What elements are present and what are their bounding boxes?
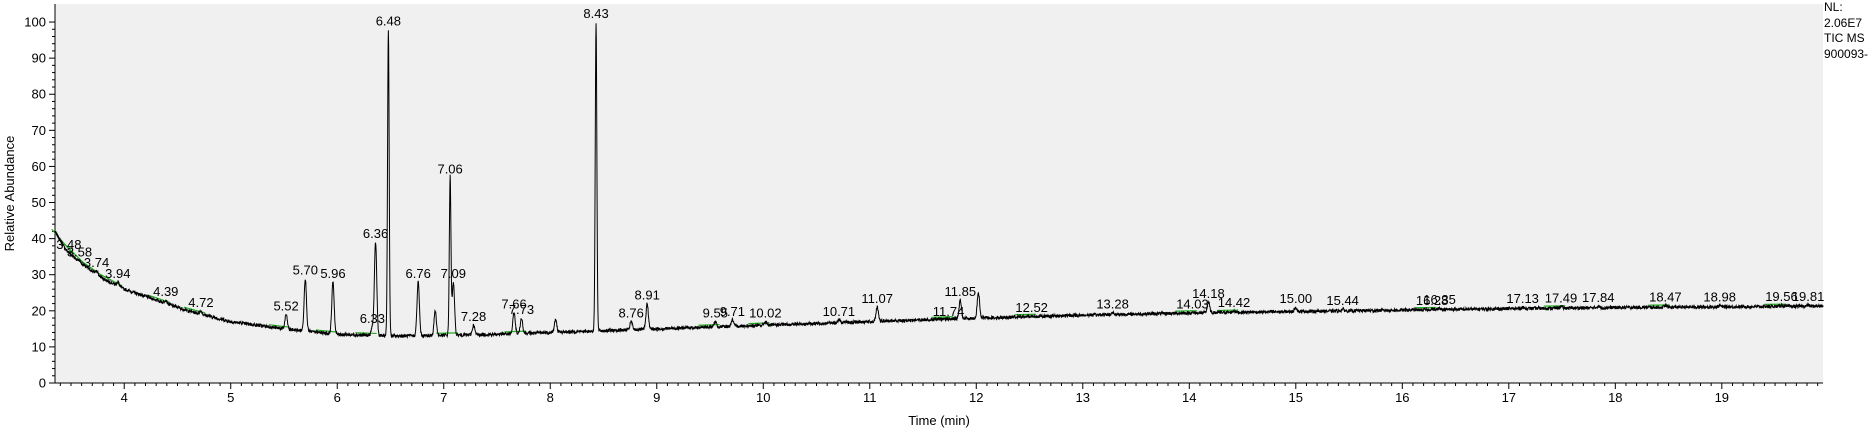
- x-tick-label: 8: [547, 390, 554, 405]
- peak-label: 3.48: [56, 237, 81, 252]
- peak-label: 17.49: [1545, 290, 1578, 305]
- peak-label: 5.70: [293, 262, 318, 277]
- x-axis-title: Time (min): [908, 413, 970, 428]
- peak-label: 3.94: [105, 266, 130, 281]
- integration-baseline: [698, 323, 720, 326]
- peak-label: 7.06: [437, 161, 462, 176]
- peak-label: 12.52: [1015, 300, 1048, 315]
- peak-label: 3.58: [67, 244, 92, 259]
- y-tick-label: 70: [32, 123, 46, 138]
- peak-label: 17.84: [1582, 290, 1615, 305]
- peak-label: 18.47: [1649, 289, 1682, 304]
- x-tick-label: 16: [1395, 390, 1409, 405]
- peak-label: 9.71: [720, 304, 745, 319]
- y-tick-label: 100: [24, 15, 46, 30]
- peak-label: 14.42: [1218, 295, 1251, 310]
- normalization-value: 2.06E7: [1824, 15, 1863, 30]
- x-tick-label: 15: [1289, 390, 1303, 405]
- peak-label: 6.76: [406, 266, 431, 281]
- peak-labels: 3.483.583.743.94 4.39 4.72 5.52 5.70 5.96 6.33…: [56, 6, 1824, 326]
- peak-label: 19.81: [1792, 289, 1825, 304]
- peak-label: 11.85: [945, 284, 977, 299]
- y-tick-label: 60: [32, 159, 46, 174]
- info-panel: NL: 2.06E7 TIC MS 900093-: [1824, 0, 1873, 62]
- peak-label: 7.66: [501, 297, 526, 312]
- peak-label: 10.02: [749, 306, 782, 321]
- peak-label: 17.13: [1506, 291, 1539, 306]
- peak-label: 6.48: [376, 13, 401, 28]
- y-tick-label: 90: [32, 51, 46, 66]
- peak-label: 18.98: [1703, 289, 1736, 304]
- peak-label: 8.76: [619, 306, 644, 321]
- peak-label: 11.07: [861, 291, 893, 306]
- x-tick-label: 7: [440, 390, 447, 405]
- x-tick-label: 5: [227, 390, 234, 405]
- x-tick-label: 14: [1182, 390, 1196, 405]
- peak-label: 14.18: [1192, 286, 1225, 301]
- x-tick-label: 13: [1076, 390, 1090, 405]
- x-tick-label: 6: [334, 390, 341, 405]
- integration-baseline: [1014, 313, 1036, 316]
- tic-trace: [54, 23, 1824, 339]
- y-tick-label: 40: [32, 231, 46, 246]
- y-axis-title: Relative Abundance: [2, 136, 17, 252]
- x-tick-label: 18: [1608, 390, 1622, 405]
- plot-area: [55, 4, 1823, 383]
- scan-filter-label: TIC MS: [1824, 31, 1865, 45]
- x-tick-label: 11: [863, 390, 877, 405]
- peak-label: 6.33: [360, 311, 385, 326]
- peak-label: 5.52: [273, 298, 298, 313]
- x-tick-label: 19: [1715, 390, 1729, 405]
- peak-label: 16.35: [1423, 292, 1456, 307]
- peak-label: 4.39: [153, 284, 178, 299]
- peak-label: 13.28: [1096, 297, 1129, 312]
- peak-label: 7.09: [441, 266, 466, 281]
- peak-label: 10.71: [823, 304, 856, 319]
- y-tick-label: 50: [32, 195, 46, 210]
- x-tick-label: 17: [1502, 390, 1516, 405]
- peak-label: 14.03: [1176, 297, 1209, 312]
- x-tick-label: 4: [121, 390, 128, 405]
- peak-label: 7.28: [461, 309, 486, 324]
- x-tick-label: 9: [653, 390, 660, 405]
- peak-label: 9.55: [703, 306, 728, 321]
- y-tick-label: 10: [32, 339, 46, 354]
- x-axis: 4 5 6 7 8 9 10 11 12 13 14 15 16 17 18 19: [55, 382, 1823, 405]
- peak-label: 19.56: [1765, 289, 1798, 304]
- peak-label: 5.96: [320, 266, 345, 281]
- y-tick-label: 30: [32, 267, 46, 282]
- peak-label: 8.91: [635, 288, 660, 303]
- integration-baseline: [51, 228, 74, 255]
- peak-label: 15.00: [1280, 291, 1313, 306]
- peak-label: 15.44: [1326, 293, 1359, 308]
- integration-baseline: [269, 324, 291, 328]
- y-tick-label: 20: [32, 303, 46, 318]
- peak-label: 7.73: [509, 302, 534, 317]
- integration-baseline: [504, 330, 526, 333]
- normalization-label: NL:: [1824, 0, 1843, 14]
- x-tick-label: 12: [969, 390, 983, 405]
- peak-label: 8.43: [583, 6, 608, 21]
- y-axis: 0 10 20 30 40 50 60 70 80 90 100: [24, 4, 56, 391]
- y-tick-label: 0: [39, 376, 46, 391]
- peak-label: 16.28: [1416, 293, 1449, 308]
- y-tick-label: 80: [32, 87, 46, 102]
- sample-id: 900093-: [1824, 46, 1869, 61]
- peak-label: 3.74: [84, 255, 109, 270]
- peak-label: 11.74: [933, 304, 965, 319]
- integration-baseline: [355, 332, 377, 335]
- peak-label: 6.36: [363, 226, 388, 241]
- x-tick-label: 10: [756, 390, 770, 405]
- peak-label: 4.72: [188, 295, 213, 310]
